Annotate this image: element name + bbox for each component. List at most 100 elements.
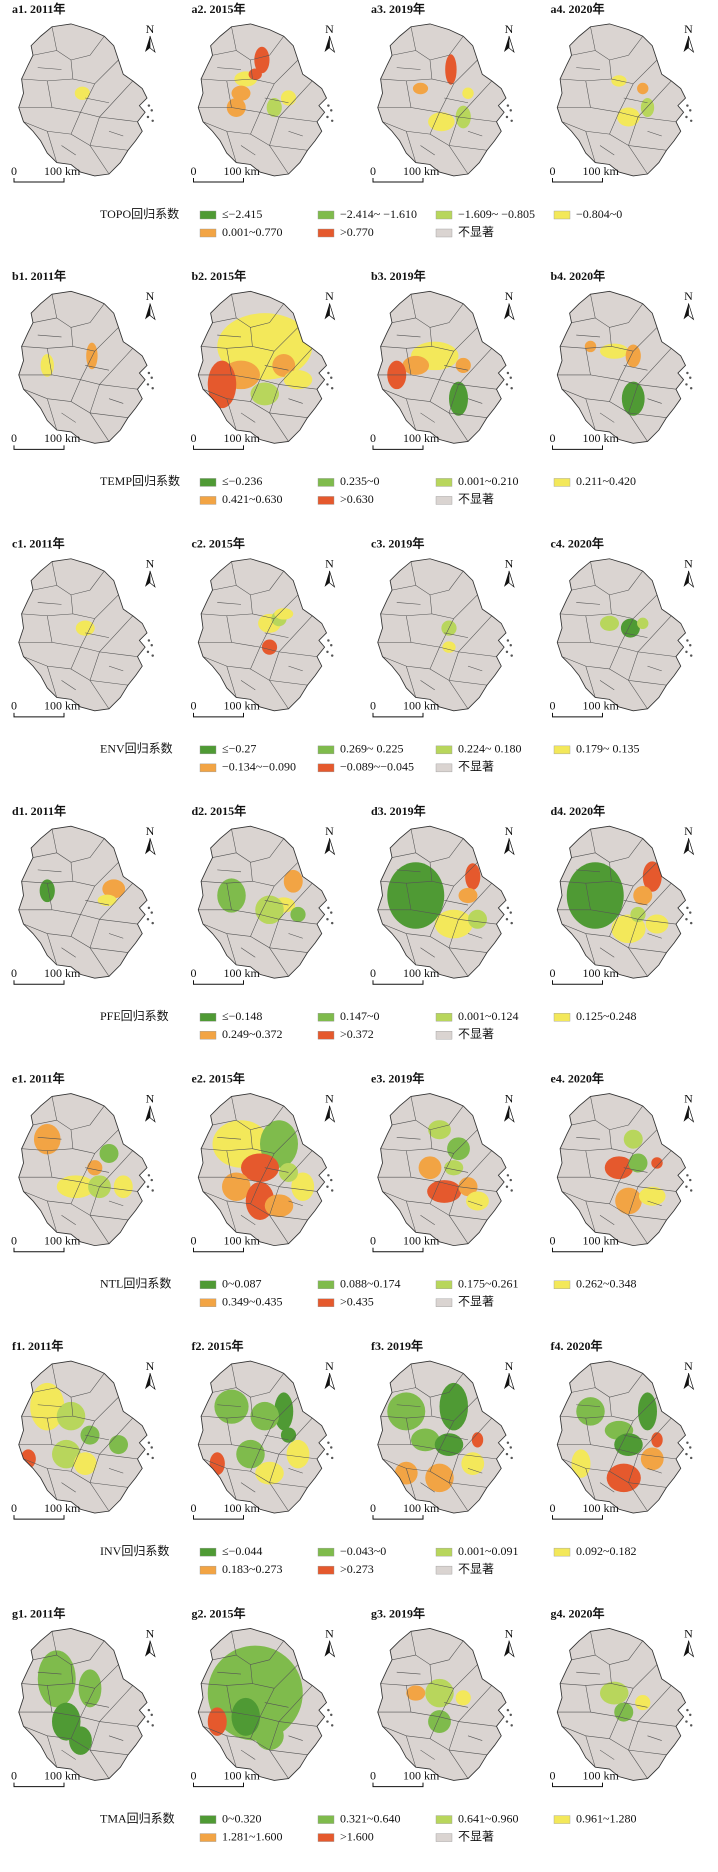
boundary [89, 1749, 110, 1779]
scale-label: 0 [550, 1768, 556, 1782]
boundary [212, 1654, 237, 1661]
scale-label: 100 km [403, 431, 440, 445]
scale-label: 100 km [44, 1768, 81, 1782]
boundary [561, 1716, 620, 1739]
region [645, 914, 669, 934]
north-arrow [149, 1640, 156, 1658]
boundary [70, 1721, 100, 1751]
boundary [269, 412, 308, 418]
scale-bar [13, 1782, 65, 1788]
scale-label: 100 km [583, 699, 620, 713]
scale-label: 0 [191, 1768, 197, 1782]
boundary [405, 883, 455, 915]
scale-bar [13, 445, 65, 450]
boundary [89, 1482, 129, 1488]
legend-label: 0.147~0 [340, 1009, 380, 1023]
boundary [585, 348, 634, 380]
boundary [240, 1482, 256, 1493]
boundary [448, 145, 469, 175]
boundary [467, 1735, 483, 1741]
legend-swatch [199, 1565, 217, 1575]
legend-swatch [317, 1280, 335, 1289]
boundary [391, 317, 416, 323]
north-arrow [504, 1640, 509, 1657]
legend-swatch [199, 478, 217, 487]
north-arrow [149, 303, 156, 321]
boundary [609, 1129, 658, 1154]
north-arrow [688, 1373, 695, 1391]
scale-label: 0 [370, 164, 376, 178]
boundary [444, 1167, 469, 1173]
boundary [609, 116, 639, 146]
boundary [420, 412, 435, 423]
island [326, 1185, 329, 1188]
boundary [89, 680, 110, 710]
boundary [585, 1417, 634, 1450]
island [685, 918, 688, 921]
boundary [628, 412, 667, 418]
map-title: e1. 2011年 [12, 1070, 65, 1085]
region-base [557, 23, 686, 176]
island [150, 376, 153, 380]
boundary [259, 615, 313, 653]
region [614, 1433, 643, 1457]
island [685, 650, 688, 654]
island [330, 1446, 333, 1449]
outline [377, 23, 507, 177]
region [291, 1172, 315, 1201]
boundary [85, 1167, 110, 1173]
boundary [609, 651, 639, 681]
scale-label: 0 [550, 164, 556, 178]
boundary [264, 1434, 289, 1441]
regions [377, 828, 497, 977]
map-title: b3. 2019年 [371, 268, 426, 283]
north-label: N [505, 824, 514, 838]
boundary [396, 1404, 421, 1407]
island [509, 109, 512, 112]
island [689, 1189, 693, 1192]
legend-label: −1.609~ −0.805 [458, 207, 535, 221]
region-base [557, 558, 686, 711]
boundary [448, 1482, 469, 1512]
boundary [585, 1735, 596, 1768]
legend-title: TOPO回归系数 [100, 206, 179, 221]
region-base [18, 1628, 147, 1781]
north-arrow [149, 1373, 156, 1391]
region [449, 381, 468, 416]
boundary [585, 615, 634, 648]
island [505, 918, 509, 921]
legend-label: ≤−0.27 [222, 742, 256, 756]
boundary [405, 398, 417, 431]
legend-label: −2.414~ −1.610 [340, 207, 417, 221]
north-arrow [688, 1105, 695, 1123]
boundary [217, 869, 242, 873]
legend-label: >0.273 [340, 1562, 374, 1576]
boundary [628, 1749, 648, 1779]
boundary [269, 1482, 289, 1512]
regions [198, 561, 318, 710]
region [640, 98, 655, 118]
island [689, 386, 693, 390]
boundary [618, 882, 672, 920]
island [509, 911, 512, 914]
boundary [576, 67, 601, 70]
map-title: e3. 2019年 [371, 1070, 424, 1085]
boundary [46, 80, 96, 113]
scale-label: 100 km [403, 164, 440, 178]
north-arrow [324, 838, 330, 855]
legend-swatch [435, 478, 453, 487]
region [427, 1180, 462, 1203]
legend-swatch [317, 1833, 335, 1842]
island [330, 911, 333, 914]
scale-label: 100 km [224, 966, 261, 980]
boundary [380, 346, 432, 349]
north-arrow [324, 1373, 330, 1390]
region [217, 878, 246, 913]
outline [556, 1628, 687, 1781]
boundary [391, 1387, 416, 1393]
map-title: f3. 2019年 [371, 1338, 423, 1353]
region [628, 1153, 648, 1173]
regions [377, 1631, 497, 1779]
north-arrow [504, 570, 509, 587]
boundary [108, 130, 124, 137]
